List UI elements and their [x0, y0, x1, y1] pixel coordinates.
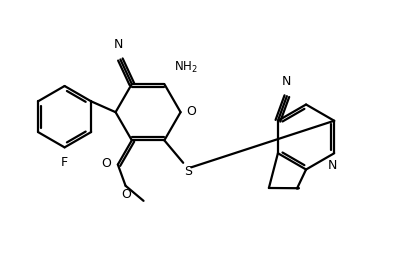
Text: N: N — [113, 38, 123, 51]
Text: N: N — [327, 159, 337, 172]
Text: F: F — [61, 156, 68, 169]
Text: S: S — [184, 165, 193, 178]
Text: O: O — [101, 157, 111, 170]
Text: N: N — [282, 75, 292, 88]
Text: O: O — [186, 105, 196, 118]
Text: O: O — [121, 188, 131, 201]
Text: NH$_2$: NH$_2$ — [174, 60, 198, 75]
